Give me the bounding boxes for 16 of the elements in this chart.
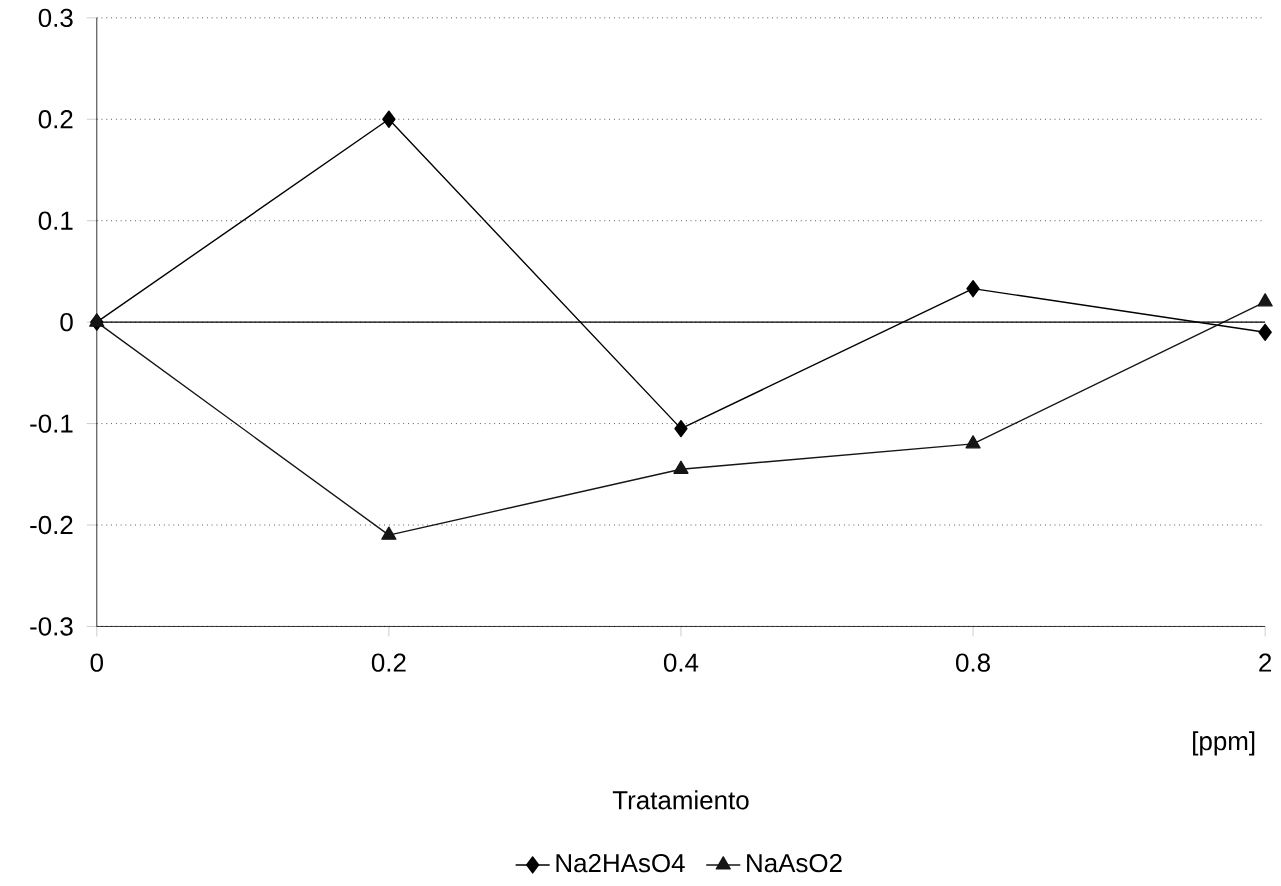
x-tick-label: 0.8 [956, 653, 990, 672]
y-tick-label: 0.1 [38, 211, 73, 230]
legend-title: Tratamiento [612, 790, 749, 810]
y-tick-label: 0.3 [38, 8, 73, 28]
y-tick-label: 0 [60, 313, 73, 332]
x-tick-label: 0.4 [663, 653, 699, 672]
legend-label: NaAsO2 [747, 853, 842, 873]
y-tick-label: -0.1 [30, 414, 73, 433]
x-tick-label: 0 [90, 653, 103, 672]
y-tick-label: -0.3 [30, 617, 73, 636]
x-axis-title: [ppm] [1193, 731, 1255, 756]
y-tick-label: -0.2 [30, 515, 73, 535]
y-tick-label: 0.2 [38, 110, 73, 129]
x-tick-label: 0.2 [371, 653, 406, 672]
legend-label: Na2HAsO4 [556, 853, 685, 873]
x-tick-label: 2 [1259, 653, 1272, 672]
